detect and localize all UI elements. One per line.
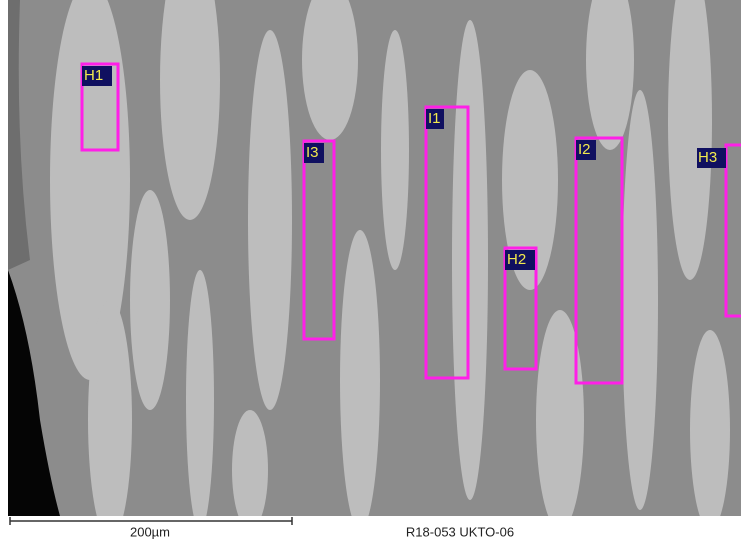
label-tag	[304, 143, 324, 163]
region-box	[574, 136, 624, 385]
region-label: H3	[698, 149, 717, 166]
region-h1: H1	[80, 62, 120, 152]
label-tag	[697, 148, 726, 168]
label-tag	[505, 250, 535, 270]
region-box	[724, 143, 741, 318]
region-label: I3	[306, 144, 319, 161]
region-box	[302, 139, 336, 341]
region-label: H1	[84, 67, 103, 84]
label-tag	[426, 109, 444, 129]
label-tag	[82, 66, 112, 86]
region-i1: I1	[424, 105, 470, 380]
region-label: I2	[578, 141, 591, 158]
region-label: H2	[507, 251, 526, 268]
region-h3: H3	[697, 143, 741, 318]
region-i2: I2	[574, 136, 624, 385]
micrograph	[8, 0, 741, 516]
scale-bar: 200µm	[9, 517, 293, 539]
region-h2: H2	[503, 246, 538, 371]
region-box	[503, 246, 538, 371]
region-label: I1	[428, 110, 441, 127]
sample-id: R18-053 UKTO-06	[406, 524, 514, 539]
label-tag	[576, 140, 596, 160]
region-box	[424, 105, 470, 380]
scale-label: 200µm	[130, 524, 170, 539]
region-box	[80, 62, 120, 152]
region-i3: I3	[302, 139, 336, 341]
